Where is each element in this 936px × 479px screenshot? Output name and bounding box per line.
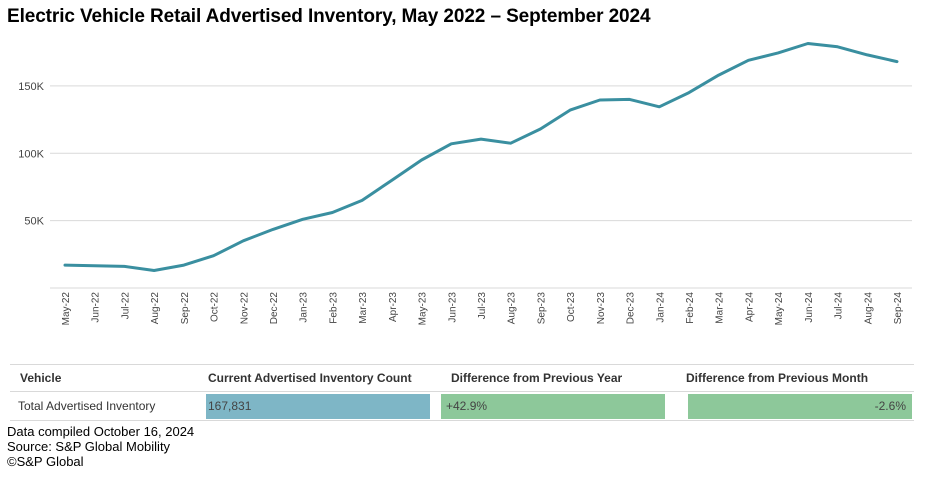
x-tick-label: Nov-23 bbox=[596, 292, 607, 325]
x-tick-label: Dec-22 bbox=[269, 292, 280, 325]
month-change-cell: -2.6% bbox=[688, 394, 912, 419]
x-tick-label: May-23 bbox=[418, 292, 429, 326]
grid-layer bbox=[50, 85, 912, 289]
x-tick-label: Sep-22 bbox=[180, 292, 191, 325]
row-label: Total Advertised Inventory bbox=[18, 399, 156, 413]
x-tick-label: Mar-24 bbox=[715, 292, 726, 324]
x-tick-label: Aug-22 bbox=[150, 292, 161, 325]
copyright-note: ©S&P Global bbox=[7, 454, 84, 469]
x-tick-label: Nov-22 bbox=[239, 292, 250, 325]
x-tick-label: Jun-24 bbox=[804, 292, 815, 323]
x-tick-label: Aug-23 bbox=[507, 292, 518, 325]
x-tick-label: May-22 bbox=[61, 292, 72, 326]
x-tick-label: Sep-23 bbox=[536, 292, 547, 325]
y-axis-ticks: 50K 100K 150K bbox=[18, 81, 44, 228]
x-tick-label: May-24 bbox=[774, 292, 785, 326]
table-row: Total Advertised Inventory 167,831 +42.9… bbox=[10, 392, 914, 421]
y-tick-label: 150K bbox=[18, 81, 44, 93]
x-tick-label: Oct-23 bbox=[566, 292, 577, 322]
table-header-row: Vehicle Current Advertised Inventory Cou… bbox=[10, 364, 914, 392]
x-tick-label: Oct-22 bbox=[210, 292, 221, 322]
x-tick-label: Jun-22 bbox=[91, 292, 102, 323]
source-note: Source: S&P Global Mobility bbox=[7, 439, 171, 454]
series-line bbox=[63, 42, 899, 272]
y-tick-label: 50K bbox=[24, 216, 44, 228]
x-tick-label: Apr-24 bbox=[744, 292, 755, 322]
x-tick-label: Jul-22 bbox=[120, 292, 131, 320]
x-tick-label: Jul-24 bbox=[834, 292, 845, 320]
compiled-date: Data compiled October 16, 2024 bbox=[7, 424, 195, 439]
x-axis-ticks: May-22 Jun-22 Jul-22 Aug-22 Sep-22 Oct-22 Nov-… bbox=[61, 292, 904, 326]
header-year: Difference from Previous Year bbox=[451, 371, 623, 385]
footer-notes: Data compiled October 16, 2024 Source: S… bbox=[7, 424, 194, 469]
header-count: Current Advertised Inventory Count bbox=[208, 371, 412, 385]
x-tick-label: Apr-23 bbox=[388, 292, 399, 322]
year-change-cell: +42.9% bbox=[441, 394, 665, 419]
x-tick-label: Sep-24 bbox=[893, 292, 904, 325]
x-tick-label: Jul-23 bbox=[477, 292, 488, 320]
line-chart: 50K 100K 150K May-22 Jun-22 Jul-22 Aug-22 Sep-… bbox=[18, 42, 912, 326]
x-tick-label: Jan-24 bbox=[655, 292, 666, 323]
chart-title: Electric Vehicle Retail Advertised Inven… bbox=[7, 6, 651, 27]
x-tick-label: Dec-23 bbox=[626, 292, 637, 325]
x-tick-label: Feb-23 bbox=[328, 292, 339, 324]
x-tick-label: Feb-24 bbox=[685, 292, 696, 324]
x-tick-label: Mar-23 bbox=[358, 292, 369, 324]
header-vehicle: Vehicle bbox=[20, 371, 62, 385]
inventory-count-cell: 167,831 bbox=[206, 394, 430, 419]
x-tick-label: Jun-23 bbox=[447, 292, 458, 323]
summary-table: Vehicle Current Advertised Inventory Cou… bbox=[10, 364, 914, 421]
header-month: Difference from Previous Month bbox=[686, 371, 869, 385]
y-tick-label: 100K bbox=[18, 148, 44, 160]
x-tick-label: Jan-23 bbox=[299, 292, 310, 323]
x-tick-label: Aug-24 bbox=[863, 292, 874, 325]
